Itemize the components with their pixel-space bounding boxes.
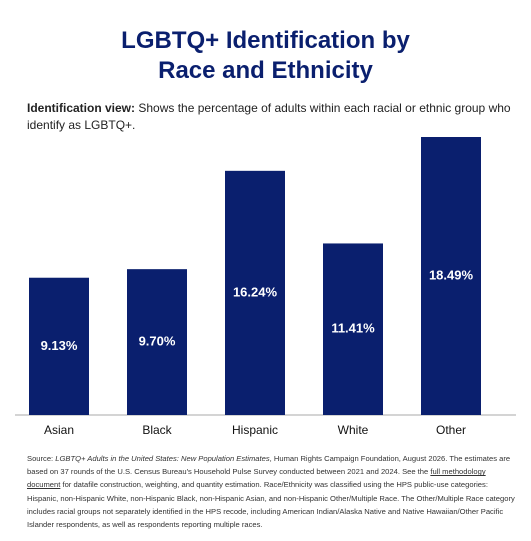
source-prefix: Source: <box>27 454 56 463</box>
value-label: 16.24% <box>233 284 278 299</box>
subtitle-text: Shows the percentage of adults within ea… <box>27 101 511 132</box>
chart: Asian 9.13% Black 9.70% Hispanic 16.24% White 1… <box>15 137 516 437</box>
x-tick-label: White <box>338 423 369 437</box>
title-line: Race and Ethnicity <box>158 57 373 84</box>
subtitle: Identification view: Shows the percentag… <box>27 100 517 134</box>
bar <box>323 243 383 415</box>
source-publication: LGBTQ+ Adults in the United States: New … <box>55 454 270 463</box>
title-line: LGBTQ+ Identification by <box>121 27 410 54</box>
bar <box>421 137 481 415</box>
bar <box>29 277 89 415</box>
subtitle-label: Identification view: <box>27 101 136 115</box>
chart-title: LGBTQ+ Identification by Race and Ethnic… <box>0 26 531 86</box>
value-label: 18.49% <box>429 267 474 282</box>
x-tick-label: Black <box>142 423 172 437</box>
value-label: 9.70% <box>139 334 176 349</box>
source-text: , Human Rights Campaign Foundation, Augu… <box>27 454 511 477</box>
source-note: Source: LGBTQ+ Adults in the United Stat… <box>27 452 521 531</box>
x-tick-label: Other <box>436 423 466 437</box>
value-label: 11.41% <box>331 321 375 336</box>
x-tick-label: Hispanic <box>232 423 278 437</box>
bar <box>127 269 187 415</box>
source-text: for datafile construction, weighting, an… <box>27 480 515 530</box>
value-label: 9.13% <box>41 338 78 353</box>
bar <box>225 170 285 415</box>
x-tick-label: Asian <box>44 423 74 437</box>
methodology-link[interactable]: full methodology document <box>27 467 486 490</box>
